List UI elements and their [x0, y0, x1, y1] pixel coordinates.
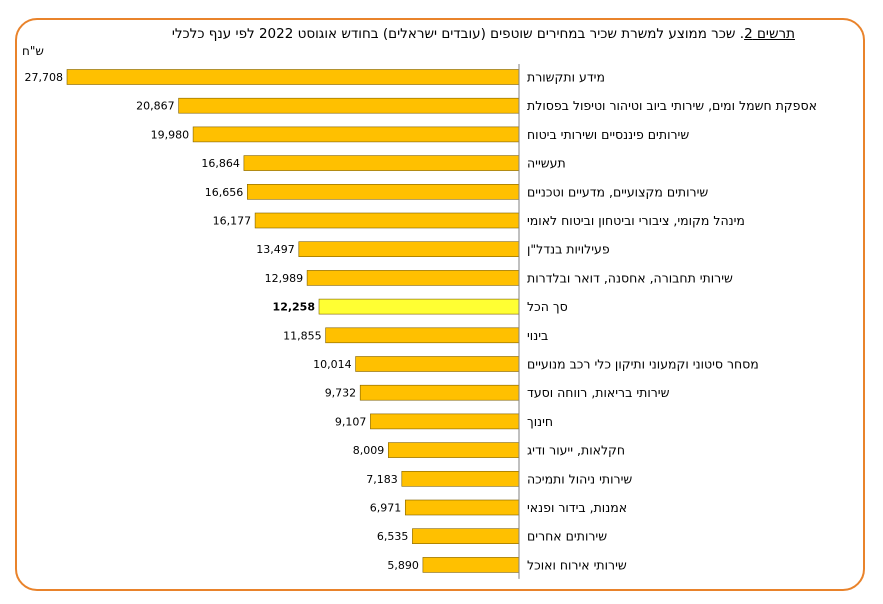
value-label: 8,009 [353, 444, 385, 457]
category-label: שירותי ניהול ותמיכה [527, 471, 632, 486]
category-label: שירותי בריאות, רווחה וסעד [527, 385, 670, 400]
bar [404, 499, 520, 516]
category-label: שירותים מקצועיים, מדעיים וטכניים [527, 184, 708, 199]
category-label: בינוי [527, 328, 548, 343]
bar [306, 270, 520, 286]
category-label: שירותים פיננסיים ושירותי ביטוח [527, 127, 689, 142]
bar [178, 97, 520, 114]
category-label: אמנות, בידור ופנאי [527, 500, 627, 515]
category-label: אספקת חשמל ומים, שירותי ביוב וטיהור וטיפ… [527, 98, 817, 113]
value-label: 9,107 [335, 415, 367, 428]
category-label: מינהל מקומי, ציבורי וביטחון וביטוח לאומי [527, 213, 745, 228]
value-label: 16,177 [213, 215, 252, 228]
bar [412, 528, 520, 545]
value-label: 13,497 [256, 243, 295, 256]
value-label: 27,708 [25, 71, 64, 84]
unit-label: ש"ח [22, 44, 44, 58]
value-label: 6,535 [377, 530, 409, 543]
chart-title: תרשים 2. שכר ממוצע למשרת שכיר במחירים שו… [150, 26, 795, 42]
category-label: מסחר סיטוני וקמעוני ותיקון כלי רכב מנועי… [527, 357, 759, 372]
category-label: שירותי תחבורה, אחסנה, דואר ובלדרות [527, 270, 733, 285]
bar [370, 413, 520, 430]
category-label: פעילויות בנדל"ן [527, 242, 610, 257]
bar [325, 327, 520, 344]
category-label: מידע ותקשורת [527, 70, 605, 85]
value-label: 20,867 [136, 100, 175, 113]
value-label: 11,855 [283, 329, 322, 342]
bar [66, 69, 520, 85]
value-label: 10,014 [313, 358, 352, 371]
bar [422, 557, 520, 573]
category-label: חינוך [527, 414, 553, 429]
category-label: חקלאות, ייעור ודיג [527, 443, 625, 458]
value-label: 12,258 [273, 301, 315, 314]
bar [387, 442, 520, 458]
bar [243, 155, 520, 171]
bar [355, 356, 520, 372]
value-label: 5,890 [387, 559, 419, 572]
bar [359, 384, 520, 401]
chart-title-label: תרשים 2 [744, 26, 795, 42]
chart-frame [15, 18, 865, 591]
bar [254, 212, 520, 229]
value-label: 7,183 [366, 473, 398, 486]
bar [192, 126, 520, 143]
bar [247, 184, 520, 200]
value-label: 19,980 [151, 128, 190, 141]
value-label: 16,864 [201, 157, 240, 170]
category-label: סך הכל [527, 299, 568, 314]
bar [318, 298, 520, 315]
bar [401, 470, 520, 487]
category-label: שירותי אירוח ואוכל [527, 557, 627, 572]
bar [298, 241, 520, 257]
value-label: 6,971 [370, 502, 402, 515]
value-label: 12,989 [265, 272, 304, 285]
category-label: שירותים אחרים [527, 529, 607, 544]
value-label: 9,732 [325, 387, 357, 400]
chart-title-text: . שכר ממוצע למשרת שכיר במחירים שוטפים (ע… [171, 26, 745, 42]
category-label: תעשייה [527, 156, 566, 171]
value-label: 16,656 [205, 186, 244, 199]
